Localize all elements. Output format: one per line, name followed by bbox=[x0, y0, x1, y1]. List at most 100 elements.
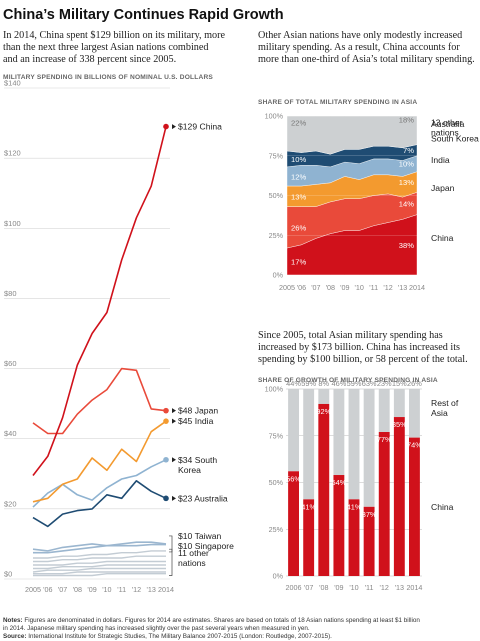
bar-x-tick-label: '08 bbox=[319, 583, 328, 592]
series-line-china bbox=[32, 126, 167, 476]
x-tick-label: 2014 bbox=[158, 585, 174, 594]
bar-china bbox=[363, 506, 375, 576]
series-line-other7 bbox=[33, 573, 166, 577]
bar-rest-of-asia bbox=[318, 389, 330, 404]
bar-y-tick-label: 100% bbox=[265, 385, 284, 394]
area-end-label-south_korea: 10% bbox=[399, 160, 414, 169]
south-korea-end-label: $34 South Korea bbox=[178, 455, 217, 475]
bar-rest-label: 23% bbox=[377, 379, 392, 388]
label-arrow-icon bbox=[172, 418, 176, 424]
bar-rest-of-asia bbox=[333, 389, 345, 476]
x-tick-label: 2005 bbox=[25, 585, 41, 594]
x-tick-label: '10 bbox=[102, 585, 111, 594]
intro-right-line: more than one-third of Asia’s total mili… bbox=[258, 54, 475, 65]
bar-y-tick-label: 0% bbox=[273, 572, 284, 581]
bar-china bbox=[288, 471, 299, 576]
notes-text: Figures are denominated in dollars. Figu… bbox=[23, 617, 421, 624]
intro-bottom-line: Since 2005, total Asian military spendin… bbox=[258, 330, 443, 341]
notes-line-2: in 2014. Japanese military spending has … bbox=[3, 625, 310, 632]
area-y-tick-label: 50% bbox=[269, 191, 284, 200]
bar-china bbox=[378, 432, 390, 576]
intro-right-line: military spending. As a result, China ac… bbox=[258, 42, 460, 53]
area-y-tick-label: 75% bbox=[269, 151, 284, 160]
bar-rest-of-asia bbox=[393, 389, 405, 418]
y-tick-label: $80 bbox=[4, 289, 17, 298]
label-arrow-icon bbox=[172, 495, 176, 501]
bar-china-label: 54% bbox=[331, 478, 346, 487]
bar-x-tick-label: '07 bbox=[304, 583, 313, 592]
bar-rest-label: 15% bbox=[392, 379, 407, 388]
source-label: Source: bbox=[3, 633, 26, 640]
area-end-label-australia: 7% bbox=[403, 146, 414, 155]
series-line-other4 bbox=[33, 564, 166, 570]
series-line-singapore bbox=[33, 543, 166, 554]
intro-bottom-line: spending by $100 billion, or 58 percent … bbox=[258, 354, 468, 365]
series-line-australia bbox=[32, 479, 167, 528]
bracket-other-nations bbox=[169, 548, 173, 576]
label-arrow-icon bbox=[172, 457, 176, 463]
x-tick-label: '13 bbox=[147, 585, 156, 594]
y-tick-label: $0 bbox=[4, 570, 12, 579]
bar-china bbox=[409, 437, 420, 576]
area-series-name-south_korea: South Korea bbox=[431, 134, 479, 144]
area-x-tick-label: '12 bbox=[383, 283, 392, 292]
area-x-tick-label: '11 bbox=[369, 283, 378, 292]
bar-rest-of-asia bbox=[409, 389, 420, 438]
area-y-tick-label: 25% bbox=[269, 231, 284, 240]
label-arrow-icon bbox=[172, 408, 176, 414]
series-line-taiwan bbox=[32, 541, 167, 552]
series-line-other1 bbox=[33, 550, 166, 559]
singapore-end-label: $10 Singapore bbox=[178, 541, 234, 551]
bar-rest-label: 26% bbox=[407, 379, 422, 388]
bar-rest-label: 44% bbox=[286, 379, 301, 388]
bar-x-tick-label: '11 bbox=[365, 583, 374, 592]
bar-x-tick-label: 2014 bbox=[406, 583, 422, 592]
other-nations-label: 11 other nations bbox=[178, 548, 209, 568]
area-start-label-china: 17% bbox=[291, 257, 306, 266]
area-end-label-japan: 14% bbox=[399, 199, 414, 208]
x-tick-label: '09 bbox=[87, 585, 96, 594]
bar-y-tick-label: 75% bbox=[269, 431, 284, 440]
label-arrow-icon bbox=[172, 124, 176, 130]
bar-rest-of-asia bbox=[378, 389, 390, 433]
area-series-name-australia: Australia bbox=[431, 119, 465, 129]
source-line: Source: International Institute for Stra… bbox=[3, 633, 332, 640]
series-line-south_korea bbox=[32, 459, 167, 508]
area-chart: 0% 25% 50% 75% 100% 2005'06 '07 '08 '09 '10 '11 '12… bbox=[265, 112, 479, 293]
bar-china-label: 77% bbox=[377, 435, 392, 444]
series-line-other5 bbox=[32, 567, 166, 573]
bar-x-tick-label: '09 bbox=[334, 583, 343, 592]
bar-x-tick-label: 2006 bbox=[286, 583, 302, 592]
series-line-japan bbox=[32, 367, 167, 435]
bar-rest-label: 59% bbox=[347, 379, 362, 388]
bar-china bbox=[318, 403, 330, 576]
area-x-tick-label: '10 bbox=[355, 283, 364, 292]
intro-right: Other Asian nations have only modestly i… bbox=[258, 30, 475, 65]
bar-series-name-rest: Rest of Asia bbox=[431, 398, 459, 418]
bar-series-name-china: China bbox=[431, 502, 454, 512]
area-band-other bbox=[286, 115, 418, 155]
intro-bottom-right: Since 2005, total Asian military spendin… bbox=[258, 330, 468, 365]
x-tick-label: '07 bbox=[58, 585, 67, 594]
area-y-tick-label: 100% bbox=[265, 112, 284, 121]
intro-bottom-line: increased by $173 billion. China has inc… bbox=[258, 342, 460, 353]
area-x-tick-label: 2014 bbox=[409, 283, 425, 292]
page-title: China’s Military Continues Rapid Growth bbox=[3, 7, 284, 23]
series-line-other3 bbox=[33, 560, 166, 566]
notes-label: Notes: bbox=[3, 617, 23, 624]
intro-left-line: and an increase of 338 percent since 200… bbox=[3, 54, 176, 65]
line-chart-axis-title: MILITARY SPENDING IN BILLIONS OF NOMINAL… bbox=[3, 74, 213, 81]
notes: Notes: Figures are denominated in dollar… bbox=[3, 617, 420, 640]
bar-rest-label: 8% bbox=[318, 379, 329, 388]
bar-y-tick-label: 25% bbox=[269, 525, 284, 534]
bar-rest-label: 59% bbox=[301, 379, 316, 388]
area-x-tick-label: '09 bbox=[340, 283, 349, 292]
japan-end-label: $48 Japan bbox=[178, 406, 218, 416]
area-chart-title: SHARE OF TOTAL MILITARY SPENDING IN ASIA bbox=[258, 99, 417, 106]
intro-left: In 2014, China spent $129 billion on its… bbox=[3, 30, 226, 65]
taiwan-end-label: $10 Taiwan bbox=[178, 531, 222, 541]
area-end-label-other: 18% bbox=[399, 115, 414, 124]
series-line-india bbox=[32, 420, 167, 503]
area-x-tick-label: '06 bbox=[297, 283, 306, 292]
